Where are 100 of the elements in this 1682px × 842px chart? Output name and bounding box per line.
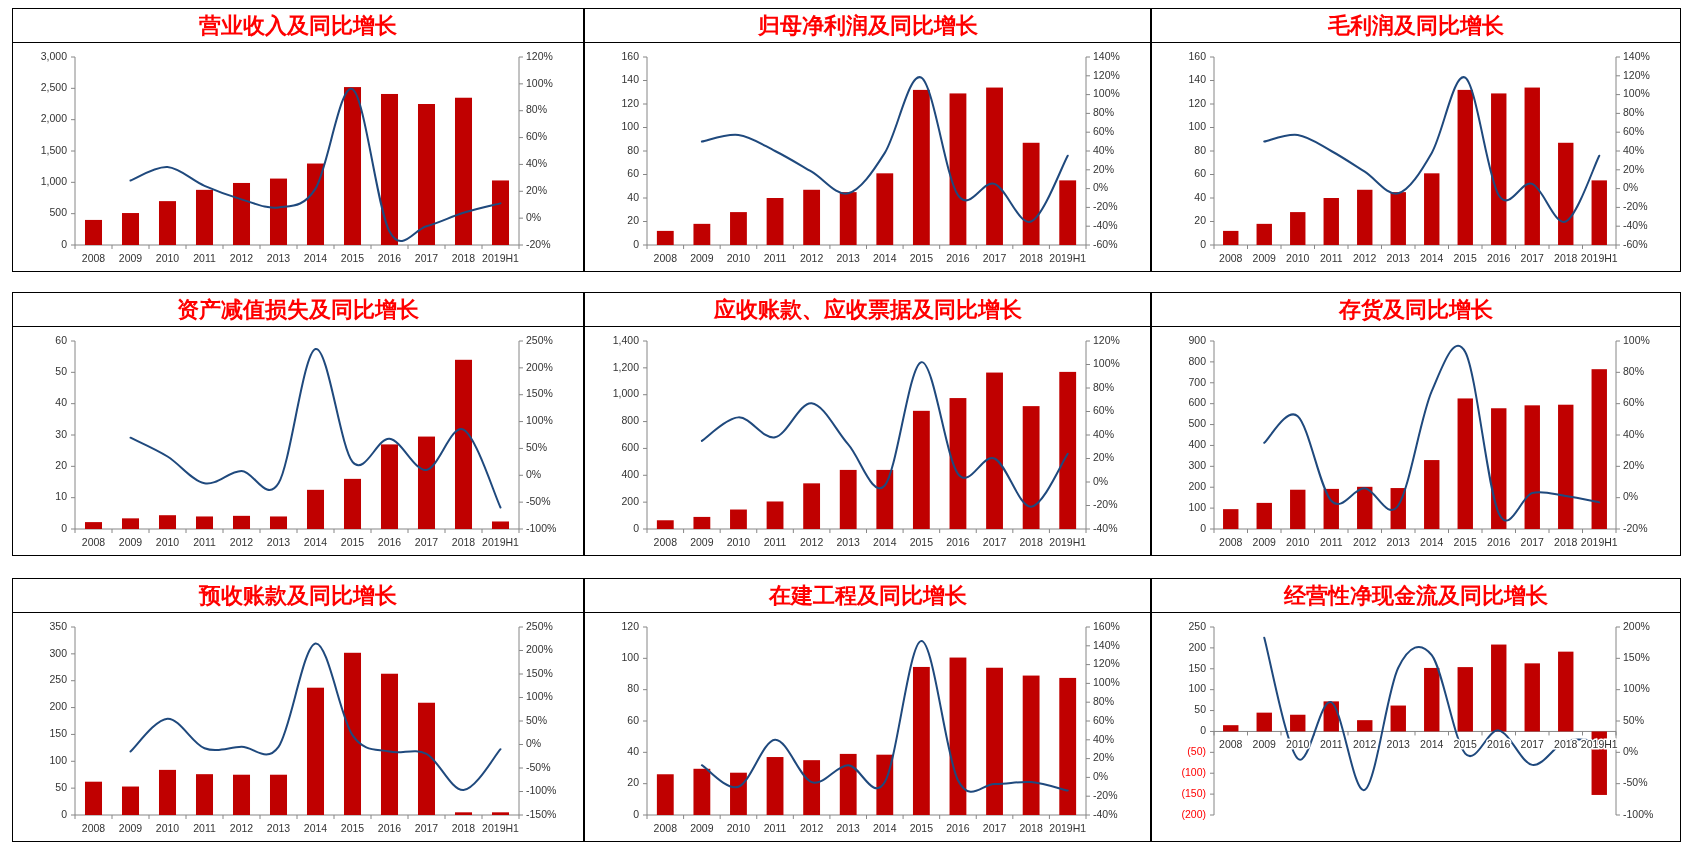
x-tick-label: 2008 — [81, 251, 106, 264]
x-tick-label: 2010 — [1286, 535, 1310, 548]
y2-tick-label: 100% — [1093, 357, 1120, 370]
x-tick-label: 2013 — [836, 535, 861, 548]
y2-tick-label: 80% — [1623, 106, 1645, 119]
y2-tick-label: 120% — [526, 49, 553, 62]
x-tick-label: 2011 — [763, 821, 787, 834]
y-tick-label: 500 — [49, 206, 68, 219]
y2-tick-label: 120% — [1623, 68, 1650, 81]
x-tick-label: 2018 — [451, 821, 476, 834]
x-tick-label: 2017 — [1520, 535, 1545, 548]
x-tick-label: 2017 — [414, 535, 439, 548]
x-tick-label: 2009 — [118, 821, 143, 834]
y2-tick-label: 100% — [526, 690, 553, 703]
y2-tick-label: 50% — [1623, 713, 1645, 726]
x-tick-label: 2019H1 — [1049, 821, 1087, 834]
x-tick-label: 2015 — [909, 821, 934, 834]
y2-tick-label: 150% — [526, 387, 553, 400]
y2-tick-label: 140% — [1093, 49, 1120, 62]
y-tick-label: 120 — [1188, 96, 1207, 109]
chart-title: 在建工程及同比增长 — [585, 579, 1150, 613]
y-tick-label: 0 — [1200, 521, 1207, 534]
y-tick-label: (100) — [1181, 766, 1206, 778]
y2-tick-label: 100% — [1093, 87, 1120, 100]
y2-tick-label: -40% — [1093, 218, 1118, 231]
x-tick-label: 2016 — [946, 535, 970, 548]
y2-tick-label: 50% — [526, 441, 548, 454]
y2-tick-label: 60% — [1093, 713, 1115, 726]
x-tick-label: 2008 — [1219, 738, 1243, 751]
x-tick-label: 2013 — [266, 821, 291, 834]
y-tick-label: 120 — [621, 96, 640, 109]
x-tick-label: 2012 — [229, 251, 254, 264]
y-tick-label: 200 — [49, 700, 68, 713]
y-tick-label: 150 — [49, 727, 68, 740]
x-tick-label: 2009 — [690, 535, 714, 548]
y2-tick-label: -40% — [1623, 218, 1648, 231]
x-tick-label: 2012 — [799, 821, 824, 834]
x-tick-label: 2018 — [1019, 535, 1043, 548]
y-tick-label: 160 — [1188, 49, 1207, 62]
x-tick-label: 2016 — [946, 251, 970, 264]
y2-tick-label: 80% — [526, 103, 548, 116]
x-tick-label: 2016 — [1487, 251, 1511, 264]
y-tick-label: 40 — [627, 190, 640, 203]
y-tick-label: 0 — [1200, 237, 1207, 250]
y2-tick-label: 20% — [1093, 162, 1115, 175]
y-tick-label: 200 — [1188, 480, 1207, 492]
y2-tick-label: -100% — [526, 521, 557, 534]
y-tick-label: 60 — [1194, 167, 1207, 180]
y-tick-label: 140 — [1188, 73, 1207, 86]
x-tick-label: 2010 — [726, 251, 751, 264]
x-tick-label: 2019H1 — [1049, 251, 1087, 264]
x-tick-label: 2018 — [1554, 535, 1578, 548]
y2-tick-label: 100% — [1623, 682, 1650, 695]
x-tick-label: 2013 — [1386, 535, 1411, 548]
y2-tick-label: 0% — [1623, 490, 1639, 503]
y-tick-label: 140 — [621, 73, 640, 86]
y-tick-label: 40 — [55, 396, 68, 409]
x-tick-label: 2018 — [451, 535, 476, 548]
x-tick-label: 2008 — [653, 535, 678, 548]
x-tick-label: 2017 — [982, 251, 1007, 264]
x-tick-label: 2015 — [909, 535, 934, 548]
y-tick-label: 2,000 — [40, 112, 68, 125]
x-tick-label: 2008 — [81, 821, 106, 834]
y2-tick-label: 100% — [1623, 87, 1650, 100]
y2-tick-label: 0% — [526, 210, 542, 223]
x-tick-label: 2019H1 — [482, 251, 520, 264]
y2-tick-label: 0% — [1093, 181, 1109, 194]
x-tick-label: 2018 — [451, 251, 476, 264]
x-tick-label: 2008 — [1219, 251, 1243, 264]
y-tick-label: 900 — [1188, 333, 1207, 346]
y2-tick-label: 60% — [1623, 396, 1645, 409]
y2-tick-label: 120% — [1093, 657, 1120, 670]
y-tick-label: 200 — [621, 494, 640, 507]
x-tick-label: 2016 — [946, 821, 970, 834]
x-tick-label: 2011 — [1319, 535, 1343, 548]
y-tick-label: (200) — [1181, 807, 1206, 820]
x-tick-label: 2013 — [836, 251, 861, 264]
y-tick-label: 100 — [1188, 682, 1207, 695]
x-tick-label: 2015 — [340, 251, 365, 264]
y-tick-label: 160 — [621, 49, 640, 62]
y2-tick-label: 0% — [1093, 474, 1109, 487]
x-tick-label: 2013 — [1386, 251, 1411, 264]
x-tick-label: 2014 — [873, 535, 897, 548]
x-tick-label: 2014 — [873, 251, 897, 264]
x-tick-label: 2017 — [982, 821, 1007, 834]
x-tick-label: 2012 — [799, 535, 824, 548]
x-tick-label: 2010 — [155, 251, 180, 264]
x-tick-label: 2015 — [340, 535, 365, 548]
y2-tick-label: 250% — [526, 619, 553, 632]
y-tick-label: 500 — [1188, 417, 1207, 430]
y-tick-label: 50 — [55, 780, 68, 793]
y-tick-label: 20 — [627, 776, 640, 789]
y2-tick-label: 200% — [526, 643, 553, 656]
x-tick-label: 2013 — [836, 821, 861, 834]
y-tick-label: 60 — [55, 333, 68, 346]
x-tick-label: 2011 — [763, 535, 787, 548]
chart-title: 存货及同比增长 — [1152, 293, 1680, 327]
y-tick-label: 120 — [621, 619, 640, 632]
y-tick-label: 80 — [1194, 143, 1207, 156]
x-tick-label: 2013 — [266, 251, 291, 264]
